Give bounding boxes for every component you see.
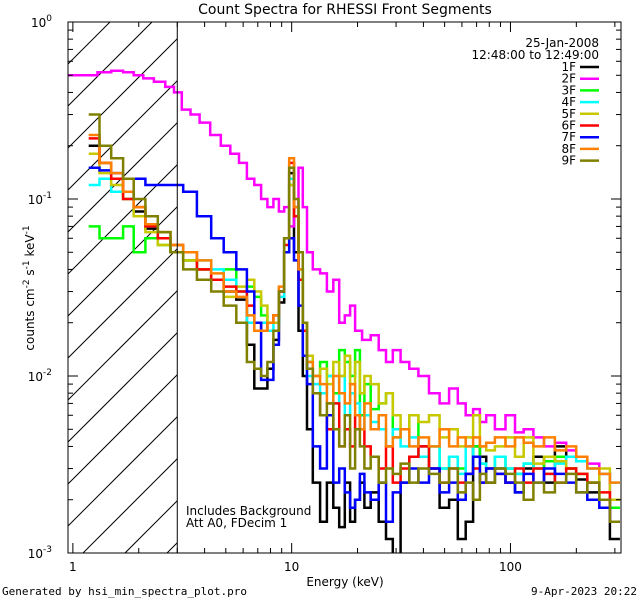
y-tick-label: 100 [31, 14, 52, 30]
legend-label-4F: 4F [561, 95, 576, 109]
hatch-line [67, 290, 178, 401]
legend-label-6F: 6F [561, 119, 576, 133]
axis-ticks [68, 21, 621, 554]
y-tick-label: 10-3 [28, 545, 52, 561]
hatch-line [67, 206, 178, 317]
legend-label-2F: 2F [561, 72, 576, 86]
timestamp-text: 9-Apr-2023 20:22 [531, 585, 637, 598]
y-tick-label: 10-1 [28, 191, 52, 207]
hatch-line [166, 542, 178, 554]
x-tick-label: 1 [69, 560, 77, 574]
hatch-line [67, 21, 111, 65]
x-tick-label: 10 [284, 560, 299, 574]
hatch-line [67, 164, 178, 275]
legend-label-9F: 9F [561, 154, 576, 168]
date-label: 25-Jan-2008 [525, 36, 599, 50]
series-layer [68, 69, 620, 553]
y-tick-labels: 100 10-1 10-2 10-3 [28, 14, 53, 561]
y-tick-label: 10-2 [28, 368, 52, 384]
hatch-line [67, 416, 178, 527]
hatch-line [67, 332, 178, 443]
y-axis-label: counts cm-2 s-1 keV-1 [22, 225, 37, 350]
x-tick-label: 100 [499, 560, 522, 574]
hatch-line [67, 80, 178, 191]
legend-label-3F: 3F [561, 83, 576, 97]
hatch-line [67, 248, 178, 359]
legend-label-1F: 1F [561, 60, 576, 74]
hatched-region [67, 21, 178, 554]
x-tick-labels: 1 10 100 [69, 560, 522, 574]
generated-by-text: Generated by hsi_min_spectra_plot.pro [2, 585, 248, 598]
series-line-7F [88, 166, 620, 524]
series-line-4F [88, 177, 620, 484]
series-line-8F [88, 133, 620, 484]
legend-label-7F: 7F [561, 130, 576, 144]
legend-label-5F: 5F [561, 107, 576, 121]
hatch-line [67, 21, 153, 107]
plot-frame [67, 21, 622, 554]
series-line-9F [88, 113, 620, 524]
legend-label-8F: 8F [561, 142, 576, 156]
time-range-label: 12:48:00 to 12:49:00 [472, 48, 599, 62]
annotation-attenuator: Att A0, FDecim 1 [186, 516, 287, 530]
chart-title: Count Spectra for RHESSI Front Segments [198, 2, 492, 18]
x-axis-label: Energy (keV) [306, 575, 383, 589]
hatch-line [124, 500, 178, 554]
series-line-2F [68, 69, 620, 501]
hatch-line [67, 374, 178, 485]
annotation-background: Includes Background [186, 504, 311, 518]
hatch-line [67, 38, 178, 149]
hatch-line [82, 458, 178, 554]
